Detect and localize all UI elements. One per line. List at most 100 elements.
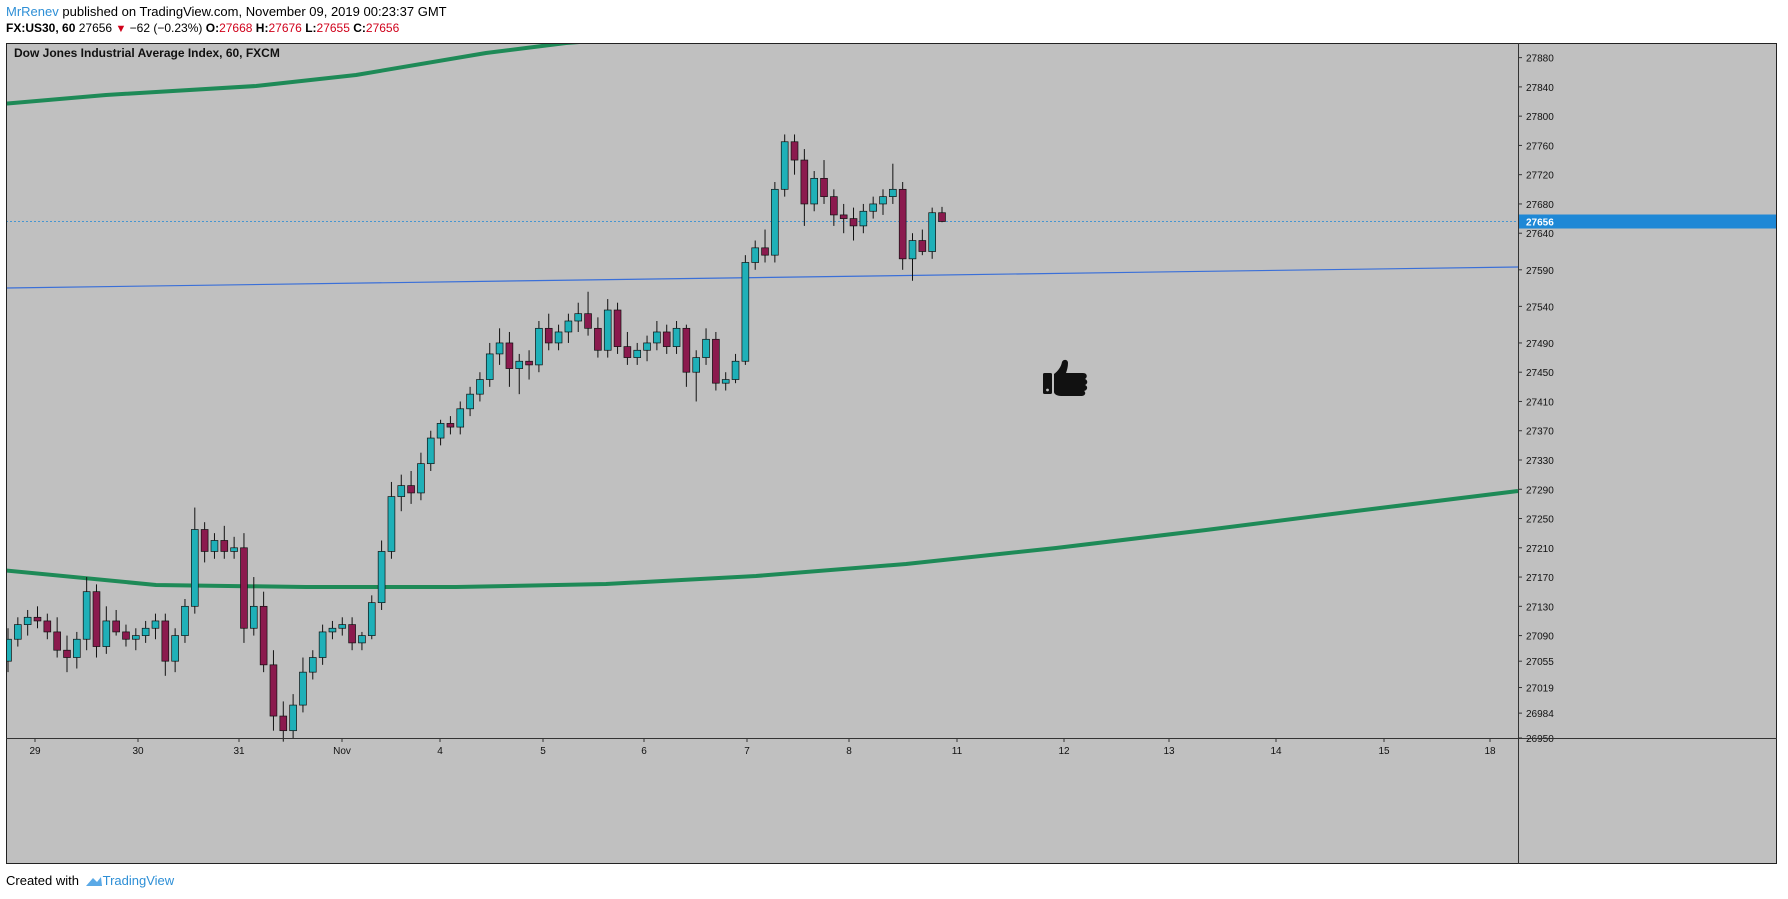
candle-body	[279, 715, 288, 732]
y-tick-label: 27410	[1526, 397, 1554, 408]
candle-body	[397, 485, 406, 497]
close-value: 27656	[365, 21, 400, 35]
open-label: O:	[205, 21, 220, 35]
candle-body	[466, 393, 474, 410]
candle-body	[839, 214, 848, 219]
candle-body	[751, 247, 759, 263]
candle-body	[387, 496, 396, 552]
author-link[interactable]: MrRenev	[6, 4, 59, 19]
candle-body	[249, 605, 258, 629]
candle-body	[633, 349, 642, 358]
y-tick-label: 27090	[1526, 632, 1554, 643]
candle-body	[928, 212, 936, 252]
candle-body	[889, 188, 897, 197]
chart-container[interactable]: 27880 27840 27800 27760 27720 27680 27640 27590…	[0, 35, 1777, 864]
tradingview-brand-link[interactable]: TradingView	[102, 873, 175, 888]
candle-body	[367, 602, 376, 636]
y-tick-label: 26950	[1526, 734, 1554, 745]
y-tick-label: 27055	[1526, 657, 1554, 668]
candle-body	[151, 620, 160, 629]
last-price: 27656	[78, 21, 113, 35]
y-tick-label: 27720	[1526, 171, 1554, 182]
candle-body	[869, 203, 877, 212]
candle-body	[161, 620, 170, 662]
candle-body	[43, 620, 52, 633]
time-axis[interactable]: 29 30 31 Nov 4 5 6 7 8 11 12 13 14 15 18	[29, 738, 1496, 757]
candle-body	[594, 327, 602, 351]
low-label: L:	[305, 21, 317, 35]
y-tick-label: 27370	[1526, 427, 1554, 438]
candle-body	[544, 327, 553, 344]
symbol-label: FX:US30, 60	[6, 21, 76, 35]
y-tick-label: 27640	[1526, 229, 1554, 240]
candle-body	[584, 313, 592, 329]
x-tick-label: Nov	[333, 746, 351, 757]
candle-body	[92, 591, 101, 647]
chart-frame	[6, 43, 1777, 864]
footer: Created with TradingView	[6, 873, 174, 888]
candle-body	[830, 196, 838, 216]
high-label: H:	[255, 21, 269, 35]
close-label: C:	[353, 21, 366, 35]
candle-body	[82, 591, 91, 640]
trendline	[5, 266, 1519, 289]
candle-body	[554, 331, 563, 344]
published-text: published on TradingView.com, November 0…	[62, 4, 447, 19]
candle-body	[53, 631, 61, 651]
price-axis[interactable]: 27880 27840 27800 27760 27720 27680 27640 27590…	[1518, 54, 1776, 745]
candle-body	[820, 177, 828, 197]
candle-body	[426, 437, 435, 465]
candle-body	[672, 327, 681, 347]
candle-body	[603, 309, 612, 351]
candle-body	[181, 605, 189, 636]
last-price-tag-label: 27656	[1526, 218, 1554, 229]
candle-body	[436, 423, 445, 439]
candle-body	[328, 627, 337, 633]
candle-body	[102, 620, 111, 647]
candle-body	[417, 463, 425, 494]
candle-body	[721, 379, 730, 384]
y-tick-label: 27170	[1526, 573, 1554, 584]
candle-body	[377, 551, 386, 604]
x-tick-label: 5	[540, 746, 546, 757]
candle-body	[14, 624, 22, 640]
ohlc-line: FX:US30, 60 27656 ▼ −62 (−0.23%) O:27668…	[6, 20, 399, 37]
y-tick-label: 27130	[1526, 602, 1554, 613]
y-tick-label: 27290	[1526, 485, 1554, 496]
candle-body	[908, 240, 917, 260]
plot-background	[6, 43, 1777, 864]
candle-body	[505, 342, 514, 369]
x-tick-label: 11	[952, 746, 963, 757]
candle-body	[653, 331, 661, 344]
thumbs-up-icon	[1043, 359, 1088, 396]
y-tick-label: 27880	[1526, 54, 1554, 65]
y-tick-label: 27590	[1526, 266, 1554, 277]
candle-body	[456, 408, 465, 428]
chart-title: Dow Jones Industrial Average Index, 60, …	[14, 46, 280, 60]
candle-body	[141, 627, 150, 636]
x-tick-label: 29	[29, 746, 41, 757]
candle-body	[771, 188, 779, 256]
candle-body	[476, 379, 484, 395]
candle-body	[515, 360, 524, 369]
candle-body	[348, 624, 356, 644]
x-tick-label: 4	[437, 746, 443, 757]
x-tick-label: 14	[1270, 746, 1282, 757]
candle-body	[122, 631, 130, 640]
candle-body	[849, 218, 858, 227]
candle-body	[318, 631, 327, 658]
low-value: 27655	[316, 21, 350, 35]
y-tick-label: 27760	[1526, 141, 1554, 152]
candle-body	[112, 620, 120, 633]
candle-body	[269, 664, 278, 717]
chart-svg[interactable]: 27880 27840 27800 27760 27720 27680 27640 27590…	[0, 35, 1777, 864]
candle-body	[879, 196, 887, 205]
candle-body	[525, 360, 533, 366]
candle-body	[613, 309, 622, 347]
y-tick-label: 27210	[1526, 544, 1554, 555]
x-tick-label: 30	[132, 746, 144, 757]
x-tick-label: 12	[1058, 746, 1070, 757]
candle-body	[308, 657, 317, 673]
candle-body	[692, 357, 701, 373]
y-tick-label: 27330	[1526, 456, 1554, 467]
